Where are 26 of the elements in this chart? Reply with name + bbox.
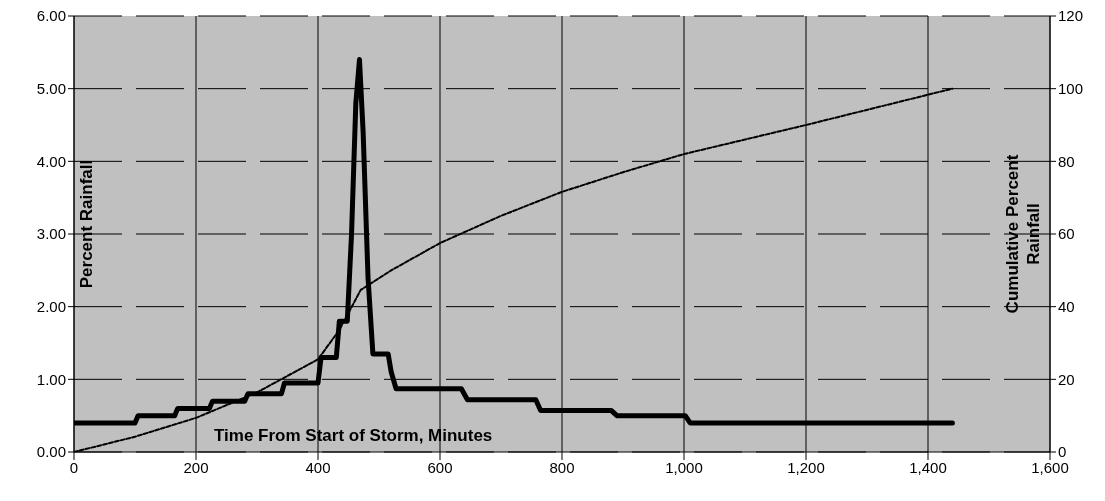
x-tick-label: 600 [427, 458, 453, 476]
x-tick-label: 1,000 [665, 458, 703, 476]
x-tick-label: 200 [183, 458, 209, 476]
y-axis-title: Percent Rainfall [77, 159, 97, 289]
y2-tick-label: 120 [1058, 7, 1084, 25]
y2-tick-label: 80 [1058, 152, 1075, 170]
y-tick-label: 3.00 [36, 225, 66, 243]
x-tick-label: 1,200 [787, 458, 825, 476]
y-tick-label: 2.00 [36, 297, 66, 315]
x-tick-label: 800 [549, 458, 575, 476]
x-tick-label: 1,400 [909, 458, 947, 476]
x-tick-label: 400 [305, 458, 331, 476]
y-tick-label: 0.00 [36, 443, 66, 461]
y2-tick-label: 40 [1058, 297, 1075, 315]
y2-tick-label: 20 [1058, 370, 1075, 388]
x-tick-label: 1,600 [1031, 458, 1069, 476]
x-tick-label: 0 [69, 458, 79, 476]
y-tick-label: 6.00 [36, 7, 66, 25]
y-tick-label: 5.00 [36, 79, 66, 97]
y2-tick-label: 0 [1058, 443, 1067, 461]
x-axis-title: Time From Start of Storm, Minutes [214, 426, 493, 446]
y2-tick-label: 100 [1058, 79, 1084, 97]
y-tick-label: 1.00 [36, 370, 66, 388]
y2-tick-label: 60 [1058, 225, 1075, 243]
y2-axis-title: Cumulative Percent Rainfall [1002, 153, 1044, 316]
y-tick-label: 4.00 [36, 152, 66, 170]
